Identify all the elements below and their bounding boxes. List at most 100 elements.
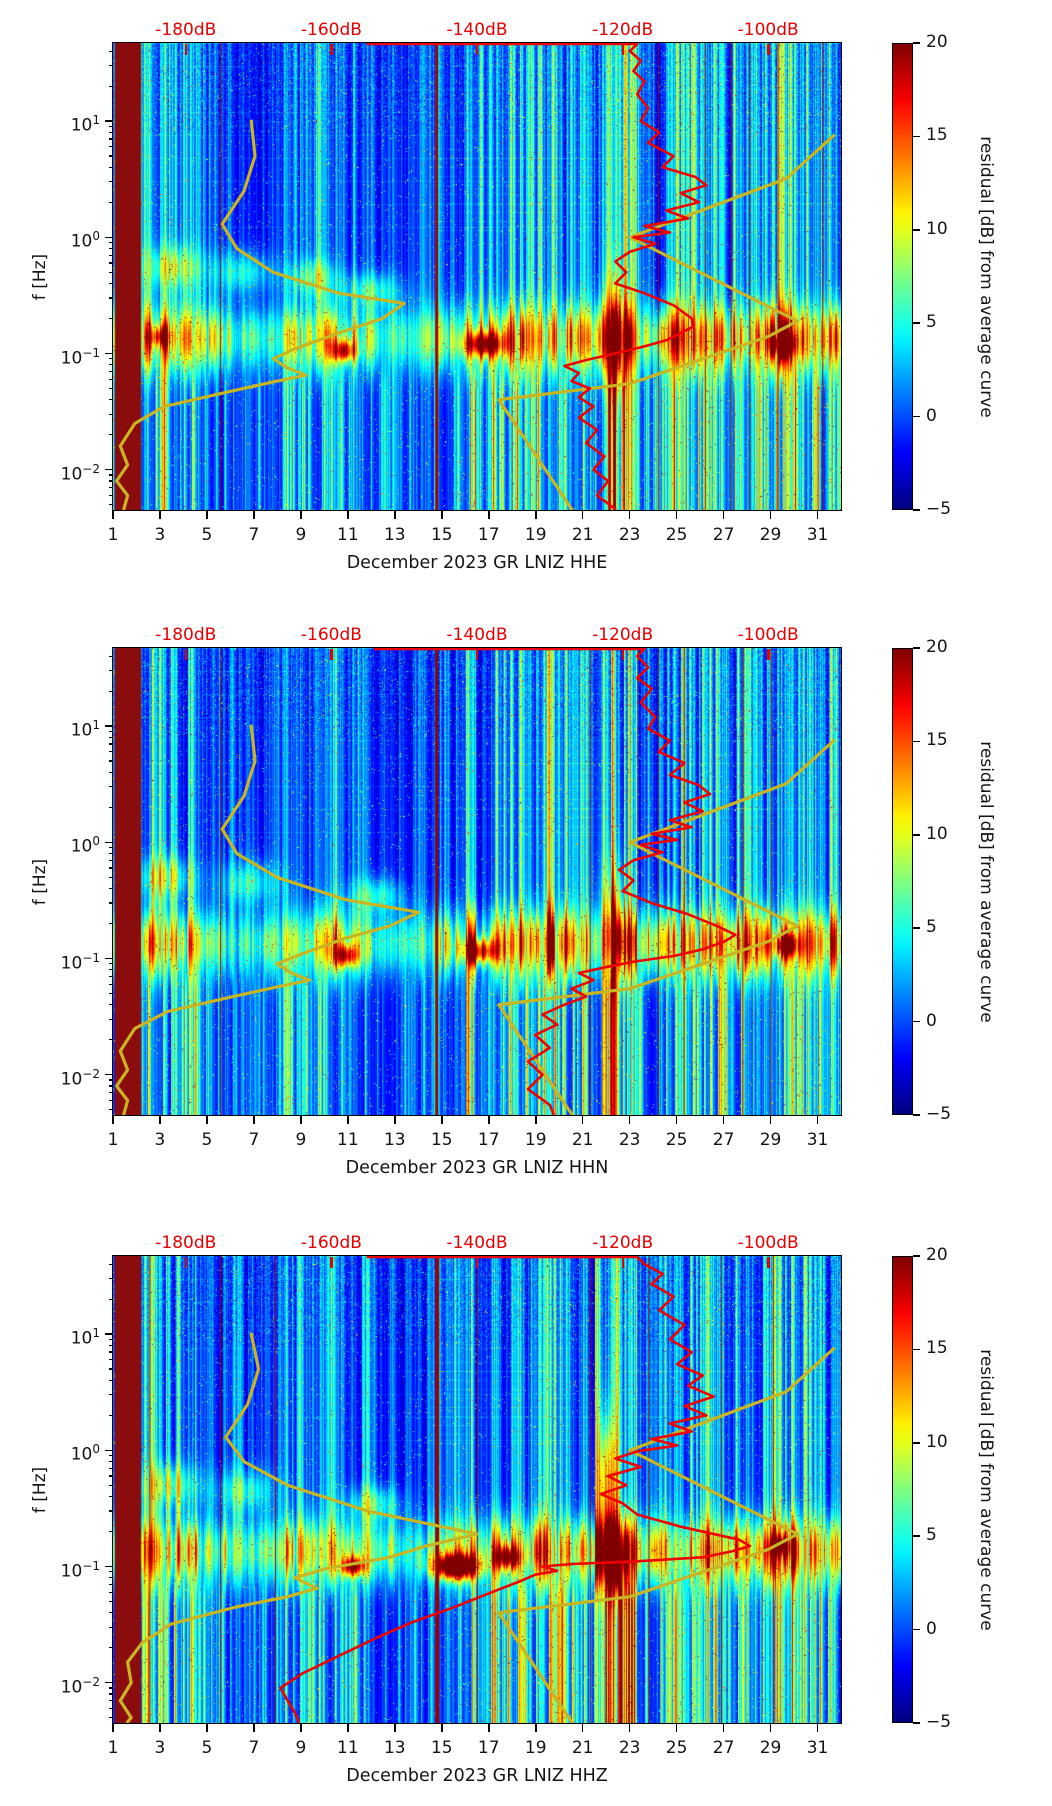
top-axis-tick — [621, 649, 624, 660]
y-minor-tick — [109, 50, 113, 52]
spectrogram-heatmap — [113, 1256, 841, 1723]
y-minor-tick — [109, 1278, 113, 1280]
y-minor-tick — [109, 992, 113, 995]
x-tick-label: 25 — [665, 1738, 688, 1758]
y-minor-tick — [109, 1351, 113, 1353]
colorbar-tick — [913, 1535, 920, 1537]
x-tick — [534, 1724, 537, 1732]
y-minor-tick — [109, 201, 113, 203]
x-tick-label: 23 — [618, 1130, 641, 1150]
x-tick-label: 21 — [571, 525, 594, 545]
colorbar-tick — [913, 509, 920, 511]
top-axis-tick — [330, 649, 333, 660]
y-minor-tick — [109, 1368, 113, 1370]
y-minor-tick — [109, 487, 113, 489]
x-tick-label: 3 — [154, 1130, 166, 1150]
y-minor-tick — [109, 922, 113, 925]
top-axis-tick — [767, 649, 770, 660]
y-minor-tick — [109, 1693, 113, 1695]
y-tick-label: 101 — [70, 718, 100, 741]
colorbar-tick-label: 20 — [926, 32, 948, 52]
x-tick-label: 17 — [477, 525, 500, 545]
x-tick — [440, 1724, 443, 1732]
y-minor-tick — [109, 1359, 113, 1361]
y-minor-tick — [109, 751, 113, 753]
y-minor-tick — [109, 771, 113, 773]
x-tick — [206, 1116, 208, 1124]
y-tick — [105, 1449, 113, 1452]
y-minor-tick — [109, 1510, 113, 1512]
top-axis-tick-label: -140dB — [446, 625, 508, 645]
top-axis-tick-label: -160dB — [300, 20, 362, 40]
colorbar-tick-label: 10 — [926, 823, 948, 844]
x-tick — [112, 1724, 114, 1732]
x-tick-label: 15 — [430, 1738, 453, 1758]
y-tick — [105, 725, 113, 727]
x-tick — [440, 511, 443, 519]
colorbar-label: residual [dB] from average curve — [976, 1348, 996, 1631]
x-tick — [487, 511, 490, 519]
colorbar-tick — [913, 834, 920, 836]
x-tick-label: 1 — [107, 525, 119, 545]
y-minor-tick — [109, 859, 113, 861]
colorbar-tick-label: 10 — [926, 218, 948, 239]
x-tick — [253, 1116, 255, 1124]
y-minor-tick — [109, 504, 113, 506]
x-tick-label: 27 — [712, 525, 735, 545]
y-minor-tick — [109, 847, 113, 849]
x-tick — [300, 511, 302, 519]
y-minor-tick — [109, 963, 113, 965]
colorbar-tick-label: 0 — [926, 1618, 937, 1639]
y-minor-tick — [109, 806, 113, 808]
top-axis-tick-label: -160dB — [300, 1233, 362, 1253]
x-tick-label: 15 — [430, 1130, 453, 1150]
x-tick — [816, 511, 819, 519]
colorbar — [892, 648, 913, 1115]
y-minor-tick — [109, 494, 113, 497]
x-tick-label: 5 — [201, 1738, 213, 1758]
y-minor-tick — [109, 1647, 113, 1649]
x-tick — [581, 1724, 584, 1732]
x-tick-label: 11 — [337, 525, 359, 545]
x-tick — [722, 1724, 725, 1732]
colorbar-tick-label: 5 — [926, 312, 937, 333]
colorbar-tick — [913, 647, 920, 649]
y-minor-tick — [109, 655, 113, 657]
top-axis-tick — [476, 1257, 479, 1268]
top-axis-tick-label: -120dB — [592, 1233, 654, 1253]
y-minor-tick — [109, 1460, 113, 1463]
y-minor-tick — [109, 317, 113, 320]
y-minor-tick — [109, 125, 113, 127]
y-minor-tick — [109, 131, 113, 133]
x-tick — [394, 1724, 396, 1732]
y-tick — [105, 1565, 113, 1568]
x-tick — [722, 511, 725, 519]
y-minor-tick — [109, 282, 113, 285]
y-minor-tick — [109, 852, 113, 855]
y-minor-tick — [109, 413, 113, 415]
x-tick-label: 11 — [337, 1738, 359, 1758]
x-tick — [394, 511, 396, 519]
top-axis-tick-label: -100dB — [737, 1233, 799, 1253]
y-minor-tick — [109, 138, 113, 140]
x-tick — [534, 511, 537, 519]
x-tick-label: 19 — [524, 1130, 547, 1150]
y-minor-tick — [109, 271, 113, 273]
y-minor-tick — [109, 736, 113, 738]
y-minor-tick — [109, 902, 113, 904]
colorbar-tick-label: 0 — [926, 405, 937, 426]
top-axis-tick-label: -180dB — [155, 625, 217, 645]
x-tick — [347, 1724, 349, 1732]
y-tick — [105, 957, 113, 960]
y-minor-tick — [109, 1298, 113, 1300]
y-minor-tick — [109, 1092, 113, 1094]
y-minor-tick — [109, 1495, 113, 1498]
y-minor-tick — [109, 1626, 113, 1628]
y-minor-tick — [109, 85, 113, 87]
y-minor-tick — [109, 743, 113, 745]
colorbar-tick-label: −5 — [926, 499, 952, 519]
plot-title: December 2023 GR LNIZ HHE — [346, 553, 608, 573]
x-tick-label: 29 — [759, 525, 782, 545]
